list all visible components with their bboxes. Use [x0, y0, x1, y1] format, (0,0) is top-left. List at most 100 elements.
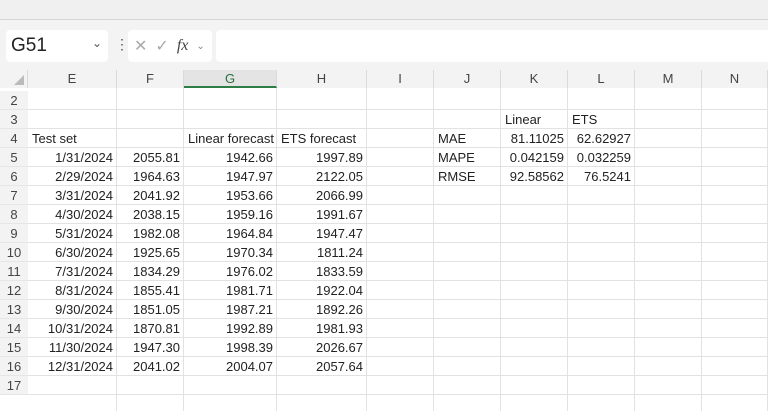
value-cell[interactable]: 1855.41	[133, 283, 180, 298]
date-cell[interactable]: 5/31/2024	[55, 226, 113, 241]
row-header-11[interactable]: 11	[0, 262, 28, 281]
metric-label-cell[interactable]: MAPE	[438, 150, 475, 165]
row-header-13[interactable]: 13	[0, 300, 28, 319]
more-options-icon[interactable]: ⋮	[115, 36, 129, 52]
value-cell[interactable]: 1870.81	[133, 321, 180, 336]
value-cell[interactable]: 2004.07	[226, 359, 273, 374]
value-cell[interactable]: 2038.15	[133, 207, 180, 222]
value-cell[interactable]: 1959.16	[226, 207, 273, 222]
check-icon[interactable]: ✓	[155, 38, 169, 55]
value-cell[interactable]: 1833.59	[316, 264, 363, 279]
row-header-16[interactable]: 16	[0, 357, 28, 376]
value-cell[interactable]: 1982.08	[133, 226, 180, 241]
value-cell[interactable]: 1998.39	[226, 340, 273, 355]
chevron-down-icon[interactable]: ⌄	[91, 36, 102, 50]
value-cell[interactable]: 2055.81	[133, 150, 180, 165]
metric-value-cell[interactable]: 0.042159	[509, 150, 564, 165]
value-cell[interactable]: 1992.89	[226, 321, 273, 336]
value-cell[interactable]: 1834.29	[133, 264, 180, 279]
value-cell[interactable]: 1947.30	[133, 340, 180, 355]
value-cell[interactable]: 1947.97	[226, 169, 273, 184]
value-cell[interactable]: 1987.21	[226, 302, 273, 317]
metric-value-cell[interactable]: 92.58562	[509, 169, 564, 184]
date-cell[interactable]: 6/30/2024	[55, 245, 113, 260]
date-cell[interactable]: 3/31/2024	[55, 188, 113, 203]
metric-label-cell[interactable]: RMSE	[438, 169, 476, 184]
column-header-H[interactable]: H	[277, 70, 367, 88]
value-cell[interactable]: 1964.84	[226, 226, 273, 241]
value-cell[interactable]: 1997.89	[316, 150, 363, 165]
column-header-M[interactable]: M	[635, 70, 702, 88]
row-header-14[interactable]: 14	[0, 319, 28, 338]
date-cell[interactable]: 2/29/2024	[55, 169, 113, 184]
date-cell[interactable]: 11/30/2024	[48, 340, 113, 355]
column-header-J[interactable]: J	[434, 70, 501, 88]
value-cell[interactable]: 1925.65	[133, 245, 180, 260]
value-cell[interactable]: 2066.99	[316, 188, 363, 203]
column-header-K[interactable]: K	[501, 70, 568, 88]
gridline	[28, 128, 768, 129]
metric-header-cell[interactable]: ETS	[572, 112, 598, 127]
formula-input[interactable]	[216, 30, 768, 62]
value-cell[interactable]: 2122.05	[316, 169, 363, 184]
column-header-E[interactable]: E	[28, 70, 117, 88]
metric-value-cell[interactable]: 81.11025	[510, 131, 564, 146]
column-header-N[interactable]: N	[702, 70, 768, 88]
value-cell[interactable]: 1964.63	[133, 169, 180, 184]
value-cell[interactable]: 1922.04	[316, 283, 363, 298]
value-cell[interactable]: 2041.92	[133, 188, 180, 203]
column-header-L[interactable]: L	[568, 70, 635, 88]
row-header-7[interactable]: 7	[0, 186, 28, 205]
row-header-10[interactable]: 10	[0, 243, 28, 262]
date-cell[interactable]: 12/31/2024	[47, 359, 113, 374]
value-cell[interactable]: 2026.67	[316, 340, 363, 355]
column-header-I[interactable]: I	[367, 70, 434, 88]
date-cell[interactable]: 8/31/2024	[55, 283, 113, 298]
select-all-button[interactable]	[0, 70, 28, 88]
metric-value-cell[interactable]: 62.62927	[576, 131, 631, 146]
date-cell[interactable]: 4/30/2024	[55, 207, 113, 222]
row-header-8[interactable]: 8	[0, 205, 28, 224]
row-header-15[interactable]: 15	[0, 338, 28, 357]
value-cell[interactable]: 1942.66	[226, 150, 273, 165]
metric-value-cell[interactable]: 76.5241	[584, 169, 631, 184]
metric-header-cell[interactable]: Linear	[505, 112, 542, 127]
value-cell[interactable]: 1953.66	[226, 188, 273, 203]
metric-label-cell[interactable]: MAE	[438, 131, 467, 146]
name-box[interactable]: G51 ⌄	[6, 30, 108, 62]
value-cell[interactable]: 2041.02	[133, 359, 180, 374]
row-header-6[interactable]: 6	[0, 167, 28, 186]
row-header-12[interactable]: 12	[0, 281, 28, 300]
value-cell[interactable]: 1811.24	[316, 245, 363, 260]
date-cell[interactable]: 1/31/2024	[55, 150, 113, 165]
value-cell[interactable]: 1851.05	[133, 302, 180, 317]
spreadsheet-grid[interactable]: E F G H I J K L M N 2 3 4 5 6 7 8 9 10 11 12 13 14 15 16 17 Test s…	[0, 70, 768, 411]
date-cell[interactable]: 10/31/2024	[47, 321, 113, 336]
header-cell[interactable]: Test set	[32, 131, 77, 146]
gridline	[28, 356, 768, 357]
column-header-G[interactable]: G	[184, 70, 277, 88]
row-header-9[interactable]: 9	[0, 224, 28, 243]
date-cell[interactable]: 7/31/2024	[55, 264, 113, 279]
row-header-3[interactable]: 3	[0, 110, 28, 129]
value-cell[interactable]: 1947.47	[316, 226, 363, 241]
value-cell[interactable]: 1976.02	[226, 264, 273, 279]
header-cell[interactable]: ETS forecast	[281, 131, 357, 146]
row-header-4[interactable]: 4	[0, 129, 28, 148]
header-cell[interactable]: Linear forecast	[188, 131, 274, 146]
metric-value-cell[interactable]: 0.032259	[576, 150, 631, 165]
row-header-2[interactable]: 2	[0, 91, 28, 110]
value-cell[interactable]: 1981.93	[316, 321, 363, 336]
value-cell[interactable]: 1981.71	[226, 283, 273, 298]
row-header-17[interactable]: 17	[0, 376, 28, 395]
value-cell[interactable]: 1970.34	[226, 245, 273, 260]
cancel-icon[interactable]: ✕	[134, 38, 148, 55]
value-cell[interactable]: 1991.67	[316, 207, 363, 222]
row-header-5[interactable]: 5	[0, 148, 28, 167]
value-cell[interactable]: 1892.26	[316, 302, 363, 317]
date-cell[interactable]: 9/30/2024	[55, 302, 113, 317]
value-cell[interactable]: 2057.64	[316, 359, 363, 374]
insert-function-icon[interactable]: fx	[176, 37, 189, 54]
column-header-F[interactable]: F	[117, 70, 184, 88]
chevron-down-icon[interactable]: ⌄	[196, 40, 205, 52]
